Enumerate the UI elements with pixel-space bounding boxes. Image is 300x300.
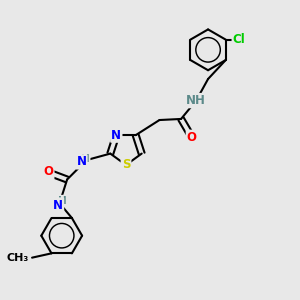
Text: N: N (53, 199, 63, 212)
Text: S: S (122, 158, 130, 172)
Text: Cl: Cl (233, 33, 245, 46)
Text: O: O (187, 131, 197, 144)
Text: N: N (111, 129, 121, 142)
Text: H: H (81, 154, 89, 164)
Text: CH₃: CH₃ (6, 253, 28, 263)
Text: O: O (43, 165, 53, 178)
Text: NH: NH (186, 94, 206, 107)
Text: N: N (76, 155, 86, 168)
Text: H: H (58, 196, 66, 206)
